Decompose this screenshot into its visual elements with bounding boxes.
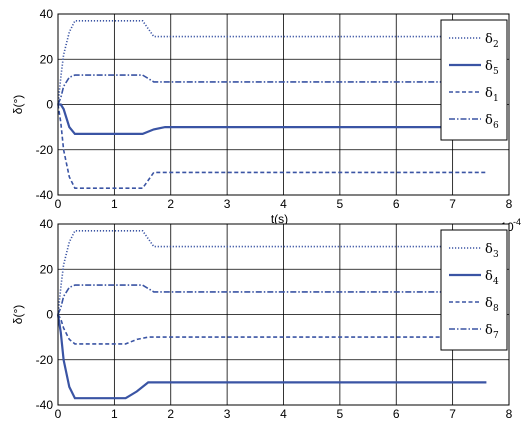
- series-line-5: [58, 103, 487, 135]
- legend-label-4: δ: [485, 269, 493, 284]
- legend-subscript-3: 3: [493, 250, 499, 260]
- x-tick-label: 2: [167, 407, 174, 421]
- x-axis-label: t(s): [271, 212, 288, 226]
- y-axis-label: δ(°): [11, 95, 25, 114]
- legend-label-8: δ: [485, 296, 493, 311]
- x-tick-label: 4: [280, 197, 287, 211]
- legend-label-1: δ: [485, 86, 493, 101]
- y-tick-label: 0: [46, 98, 53, 112]
- x-tick-label: 5: [337, 407, 344, 421]
- x-tick-label: 8: [506, 407, 513, 421]
- legend-subscript-1: 1: [493, 94, 499, 104]
- legend-label-5: δ: [485, 59, 493, 74]
- legend-label-3: δ: [485, 242, 493, 257]
- legend-box: [440, 229, 508, 351]
- legend-label-2: δ: [485, 32, 493, 47]
- legend-subscript-7: 7: [493, 331, 499, 341]
- y-tick-label: -40: [36, 188, 54, 202]
- legend-label-7: δ: [485, 323, 493, 338]
- legend-subscript-5: 5: [493, 67, 499, 77]
- x-tick-label: 8: [506, 197, 513, 211]
- series-line-6: [57, 74, 487, 105]
- x-multiplier-exponent: -4: [513, 217, 521, 227]
- y-tick-label: 20: [40, 52, 54, 66]
- series-line-7: [57, 284, 487, 315]
- legend-box: [440, 19, 508, 141]
- x-tick-label: 2: [167, 197, 174, 211]
- y-tick-label: 40: [40, 217, 54, 231]
- legend: δ 2δ 5δ 1δ 6: [440, 19, 508, 141]
- x-tick-label: 1: [111, 197, 118, 211]
- legend-subscript-2: 2: [493, 40, 499, 50]
- x-tick-label: 0: [55, 407, 62, 421]
- x-tick-label: 6: [393, 407, 400, 421]
- x-tick-label: 7: [449, 407, 456, 421]
- y-tick-label: 0: [46, 308, 53, 322]
- x-tick-label: 1: [111, 407, 118, 421]
- y-tick-label: -40: [36, 398, 54, 412]
- y-tick-label: 40: [40, 7, 54, 21]
- x-axis-label: t(s): [271, 422, 288, 424]
- x-tick-label: 3: [224, 407, 231, 421]
- axes-frame: [57, 223, 510, 406]
- axes-frame: [57, 13, 510, 196]
- x-tick-label: 5: [337, 197, 344, 211]
- y-tick-label: 20: [40, 262, 54, 276]
- x-tick-label: 3: [224, 197, 231, 211]
- y-tick-label: -20: [36, 353, 54, 367]
- legend: δ 3δ 4δ 8δ 7: [440, 229, 508, 351]
- series-line-4: [56, 314, 487, 400]
- y-tick-label: -20: [36, 143, 54, 157]
- legend-subscript-6: 6: [493, 121, 499, 131]
- x-tick-label: 7: [449, 197, 456, 211]
- series-line-8: [57, 314, 487, 345]
- legend-label-6: δ: [485, 113, 493, 128]
- x-tick-label: 6: [393, 197, 400, 211]
- x-tick-label: 0: [55, 197, 62, 211]
- legend-subscript-8: 8: [493, 304, 499, 314]
- legend-subscript-4: 4: [493, 277, 499, 287]
- x-tick-label: 4: [280, 407, 287, 421]
- y-axis-label: δ(°): [11, 305, 25, 324]
